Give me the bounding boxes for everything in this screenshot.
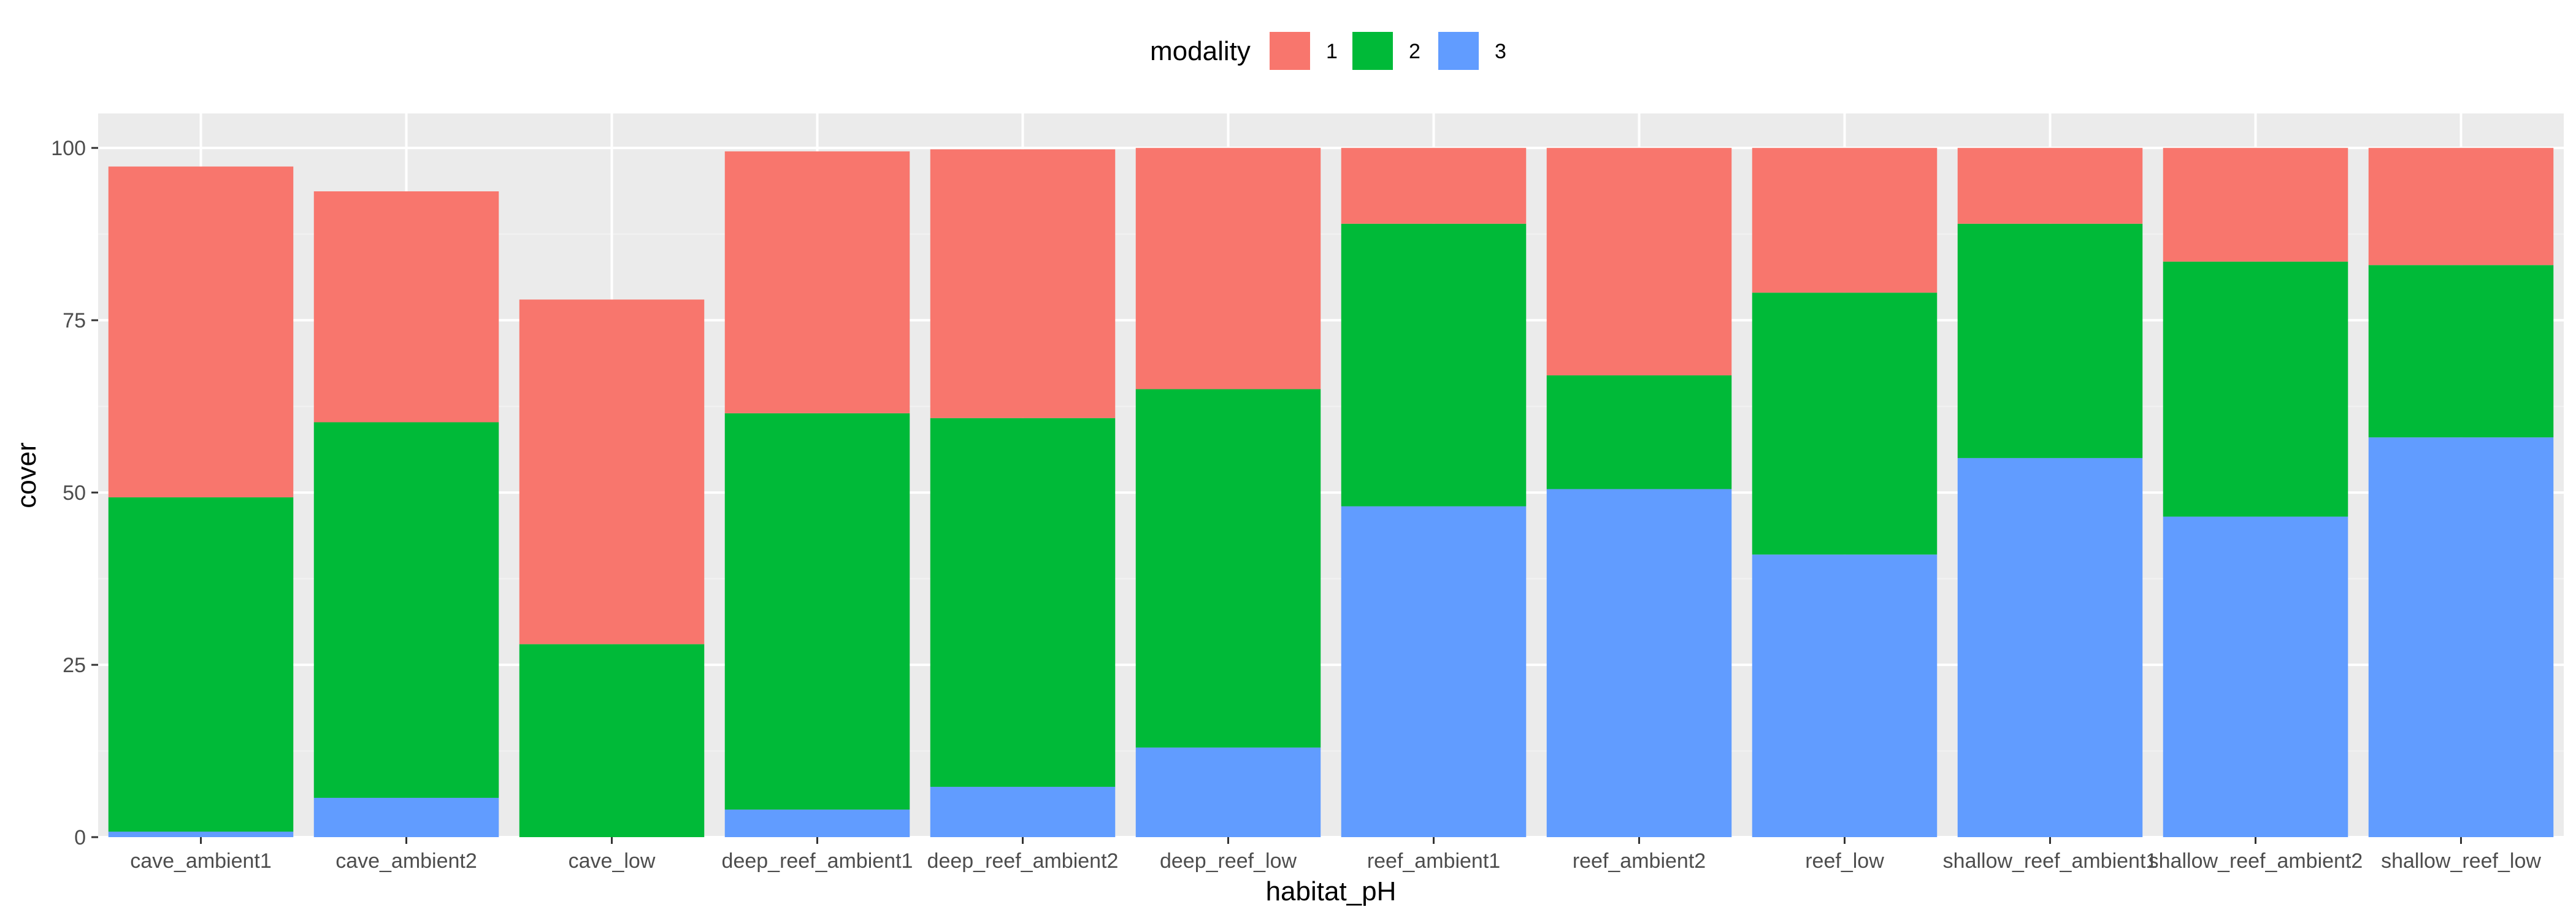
- bar-cave_ambient2-modality-2: [313, 422, 499, 798]
- bar-shallow_reef_ambient1-modality-3: [1957, 458, 2143, 837]
- bar-deep_reef_low-modality-1: [1135, 148, 1321, 389]
- bars: [108, 148, 2554, 837]
- x-tick-label: reef_ambient1: [1367, 849, 1500, 873]
- x-tick-label: deep_reef_low: [1160, 849, 1297, 873]
- bar-deep_reef_ambient2-modality-3: [930, 786, 1116, 837]
- y-tick-label: 75: [63, 309, 86, 332]
- legend-label-2: 2: [1409, 40, 1420, 63]
- bar-shallow_reef_low-modality-3: [2368, 437, 2554, 837]
- x-axis: cave_ambient1 cave_ambient2 cave_low deep_r…: [130, 837, 2541, 873]
- bar-deep_reef_ambient1-modality-3: [724, 810, 910, 837]
- bar-deep_reef_ambient1-modality-2: [724, 413, 910, 810]
- bar-cave_ambient1-modality-1: [108, 166, 294, 497]
- y-tick-label: 0: [74, 826, 86, 849]
- y-tick-label: 50: [63, 481, 86, 505]
- bar-cave_ambient2-modality-3: [313, 797, 499, 837]
- legend-label-3: 3: [1495, 40, 1506, 63]
- bar-deep_reef_low-modality-3: [1135, 747, 1321, 837]
- bar-reef_ambient2-modality-2: [1546, 375, 1732, 489]
- x-tick-label: deep_reef_ambient2: [927, 849, 1119, 873]
- bar-deep_reef_ambient2-modality-1: [930, 149, 1116, 418]
- x-tick-label: reef_low: [1805, 849, 1884, 873]
- x-axis-title: habitat_pH: [1266, 876, 1397, 906]
- bar-shallow_reef_low-modality-2: [2368, 265, 2554, 438]
- bar-deep_reef_low-modality-2: [1135, 389, 1321, 748]
- bar-shallow_reef_ambient1-modality-2: [1957, 223, 2143, 458]
- bar-reef_low-modality-1: [1752, 148, 1938, 293]
- bar-cave_low-modality-2: [519, 644, 705, 837]
- bar-reef_low-modality-2: [1752, 293, 1938, 555]
- legend-title: modality: [1150, 36, 1251, 66]
- bar-cave_ambient1-modality-2: [108, 497, 294, 832]
- y-tick-label: 25: [63, 654, 86, 677]
- x-tick-label: cave_low: [569, 849, 656, 873]
- bar-deep_reef_ambient2-modality-2: [930, 418, 1116, 787]
- bar-cave_ambient1-modality-3: [108, 832, 294, 837]
- x-tick-label: shallow_reef_ambient1: [1943, 849, 2158, 873]
- bar-shallow_reef_ambient2-modality-2: [2163, 261, 2348, 517]
- bar-shallow_reef_ambient1-modality-1: [1957, 148, 2143, 224]
- legend-key-2: [1352, 32, 1393, 70]
- legend: modality 1 2 3: [1150, 32, 1506, 70]
- y-axis-title: cover: [12, 442, 42, 508]
- x-tick-label: shallow_reef_ambient2: [2149, 849, 2363, 873]
- legend-key-3: [1438, 32, 1479, 70]
- bar-reef_ambient2-modality-3: [1546, 489, 1732, 837]
- bar-reef_ambient1-modality-3: [1341, 506, 1527, 837]
- bar-shallow_reef_low-modality-1: [2368, 148, 2554, 266]
- bar-reef_ambient1-modality-1: [1341, 148, 1527, 224]
- y-tick-label: 100: [51, 137, 86, 160]
- bar-deep_reef_ambient1-modality-1: [724, 151, 910, 413]
- x-tick-label: reef_ambient2: [1573, 849, 1706, 873]
- y-axis: 0 25 50 75 100: [51, 137, 98, 849]
- bar-reef_low-modality-3: [1752, 554, 1938, 837]
- legend-key-1: [1270, 32, 1310, 70]
- x-tick-label: shallow_reef_low: [2381, 849, 2541, 873]
- bar-shallow_reef_ambient2-modality-3: [2163, 516, 2348, 837]
- legend-label-1: 1: [1326, 40, 1338, 63]
- x-tick-label: cave_ambient2: [335, 849, 477, 873]
- bar-shallow_reef_ambient2-modality-1: [2163, 148, 2348, 262]
- bar-reef_ambient2-modality-1: [1546, 148, 1732, 376]
- bar-reef_ambient1-modality-2: [1341, 223, 1527, 507]
- bar-cave_low-modality-1: [519, 299, 705, 645]
- x-tick-label: deep_reef_ambient1: [722, 849, 913, 873]
- bar-cave_ambient2-modality-1: [313, 191, 499, 423]
- x-tick-label: cave_ambient1: [130, 849, 272, 873]
